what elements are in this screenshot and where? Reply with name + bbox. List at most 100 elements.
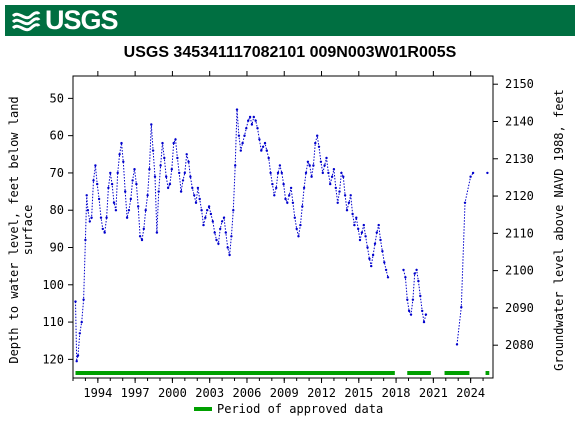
data-point [176, 156, 179, 160]
data-point [293, 216, 296, 219]
data-point [84, 238, 87, 242]
y-tick-label-right: 2130 [505, 152, 534, 166]
approved-period-bar [75, 371, 395, 375]
data-series [74, 108, 489, 363]
data-point [316, 134, 319, 137]
data-point [146, 194, 149, 197]
data-point [144, 209, 147, 212]
data-point [191, 186, 194, 190]
data-point [312, 164, 315, 167]
data-point [386, 276, 390, 279]
x-tick-label: 2021 [419, 386, 448, 400]
y-tick-label-right: 2110 [505, 226, 534, 240]
data-point [165, 175, 168, 178]
data-point [248, 115, 252, 119]
data-point [377, 223, 380, 227]
data-point [151, 149, 155, 152]
data-point [310, 175, 313, 178]
plot-frame [72, 75, 494, 379]
data-point [112, 201, 116, 204]
data-point [301, 205, 304, 208]
data-point [381, 250, 384, 253]
x-tick-label: 2015 [344, 386, 373, 400]
data-point [213, 231, 216, 234]
data-point [131, 179, 134, 182]
data-point [241, 141, 244, 145]
data-point [204, 216, 207, 219]
data-point [336, 201, 339, 204]
data-point [237, 134, 241, 137]
usgs-wave-icon [11, 10, 41, 31]
data-point [217, 242, 220, 245]
data-point [284, 197, 287, 201]
data-point [76, 354, 80, 357]
data-point [368, 257, 371, 260]
data-point [409, 313, 413, 316]
data-point [189, 175, 192, 178]
usgs-logo-text: USGS [45, 5, 119, 35]
y-tick-label-left: 100 [42, 278, 64, 292]
legend-swatch-approved [194, 407, 212, 411]
data-point [276, 171, 280, 175]
data-point [254, 119, 257, 122]
data-point [124, 190, 127, 193]
data-point [166, 186, 170, 190]
data-point [370, 264, 373, 268]
data-point [261, 145, 265, 148]
data-point [99, 216, 103, 219]
data-point [228, 253, 231, 257]
data-point [220, 220, 224, 223]
data-point [82, 298, 85, 301]
x-tick-label: 2000 [158, 386, 187, 400]
y-tick-label-right: 2140 [505, 114, 534, 128]
data-point [288, 194, 291, 197]
data-point [235, 108, 239, 111]
data-point [263, 141, 267, 145]
data-point [155, 231, 159, 234]
data-point [157, 190, 160, 193]
data-point [194, 201, 198, 204]
y-tick-label-right: 2080 [505, 338, 534, 352]
x-tick-label: 1997 [121, 386, 150, 400]
data-point [357, 227, 360, 231]
data-point [122, 160, 125, 163]
data-point [278, 164, 282, 167]
y-axis-label-right: Groundwater level above NAVD 1988, feet [552, 89, 566, 371]
y-tick-label-right: 2150 [505, 77, 534, 91]
data-point [383, 261, 386, 264]
data-point [120, 141, 123, 145]
data-point [275, 186, 278, 190]
data-point [345, 209, 349, 212]
data-point [232, 209, 235, 212]
data-point [206, 209, 209, 212]
data-point [163, 156, 166, 160]
data-point [362, 223, 365, 227]
x-tick-label: 2024 [456, 386, 485, 400]
data-point [234, 164, 237, 167]
usgs-logo[interactable]: USGS [11, 5, 119, 36]
y-tick-label-left: 90 [50, 241, 64, 255]
data-point [90, 216, 93, 219]
data-point [415, 268, 418, 272]
data-point [314, 141, 317, 145]
data-point [245, 127, 248, 130]
data-point [317, 145, 321, 148]
data-point [384, 268, 388, 272]
y-tick-label-right: 2100 [505, 264, 534, 278]
data-point [265, 149, 268, 152]
data-point [289, 186, 293, 190]
data-point [355, 216, 358, 219]
data-point [101, 227, 105, 231]
y-tick-label-right: 2120 [505, 189, 534, 203]
y-tick-label-left: 70 [50, 166, 64, 180]
data-point [107, 186, 110, 190]
y-tick-label-left: 110 [42, 315, 64, 329]
x-tick-label: 1994 [83, 386, 112, 400]
x-tick-label: 2009 [270, 386, 299, 400]
data-point [161, 141, 164, 145]
data-point [258, 138, 261, 141]
x-tick-label: 2018 [382, 386, 411, 400]
data-point [196, 186, 200, 190]
data-point [329, 182, 332, 186]
